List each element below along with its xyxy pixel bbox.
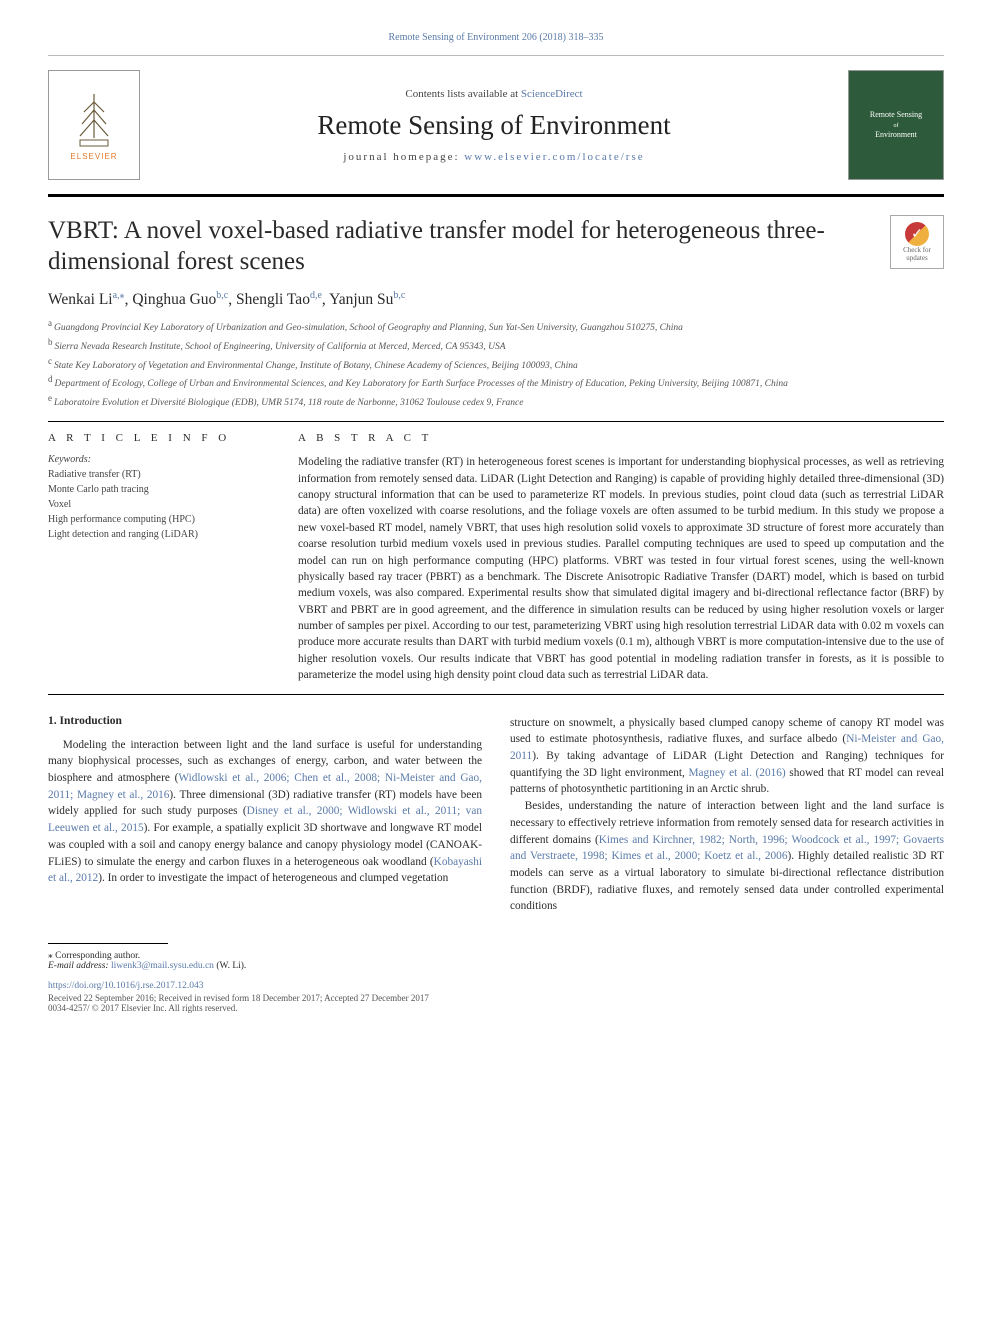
body-columns: 1. Introduction Modeling the interaction… bbox=[48, 715, 944, 916]
received-dates: Received 22 September 2016; Received in … bbox=[48, 993, 944, 1003]
journal-header: ELSEVIER Contents lists available at Sci… bbox=[48, 55, 944, 197]
author: Wenkai Lia,⁎ bbox=[48, 291, 125, 308]
author: Shengli Taod,e bbox=[236, 291, 322, 308]
keyword: Monte Carlo path tracing bbox=[48, 482, 264, 497]
divider bbox=[48, 421, 944, 422]
abstract-text: Modeling the radiative transfer (RT) in … bbox=[298, 454, 944, 683]
author: Qinghua Guob,c bbox=[132, 291, 228, 308]
cover-title-2: Environment bbox=[875, 130, 917, 139]
left-column: 1. Introduction Modeling the interaction… bbox=[48, 715, 482, 916]
author-affiliation-sup[interactable]: b,c bbox=[216, 290, 228, 301]
body-paragraph: structure on snowmelt, a physically base… bbox=[510, 715, 944, 916]
publisher-logo[interactable]: ELSEVIER bbox=[48, 70, 140, 180]
publisher-name: ELSEVIER bbox=[70, 152, 117, 161]
corresponding-author-note: ⁎ Corresponding author. bbox=[48, 950, 944, 961]
citation-link[interactable]: Magney et al. (2016) bbox=[689, 767, 786, 779]
page-range-link[interactable]: Remote Sensing of Environment 206 (2018)… bbox=[389, 32, 604, 43]
article-info-column: A R T I C L E I N F O Keywords: Radiativ… bbox=[48, 432, 264, 683]
check-mark-icon: ✓ bbox=[905, 222, 929, 246]
updates-line2: updates bbox=[906, 254, 927, 262]
elsevier-tree-icon bbox=[70, 90, 118, 150]
updates-line1: Check for bbox=[903, 246, 931, 254]
article-page: Remote Sensing of Environment 206 (2018)… bbox=[0, 0, 992, 1037]
keywords-label: Keywords: bbox=[48, 454, 264, 465]
footnote-rule bbox=[48, 943, 168, 944]
keyword: Radiative transfer (RT) bbox=[48, 467, 264, 482]
author-list: Wenkai Lia,⁎, Qinghua Guob,c, Shengli Ta… bbox=[48, 290, 944, 309]
abstract-heading: A B S T R A C T bbox=[298, 432, 944, 444]
keyword: Voxel bbox=[48, 497, 264, 512]
affiliation: dDepartment of Ecology, College of Urban… bbox=[48, 373, 944, 392]
section-heading-introduction: 1. Introduction bbox=[48, 715, 482, 727]
journal-homepage: journal homepage: www.elsevier.com/locat… bbox=[152, 151, 836, 163]
abstract-column: A B S T R A C T Modeling the radiative t… bbox=[298, 432, 944, 683]
contents-line: Contents lists available at ScienceDirec… bbox=[152, 88, 836, 100]
journal-cover-thumbnail[interactable]: Remote Sensing of Environment bbox=[848, 70, 944, 180]
doi-link[interactable]: https://doi.org/10.1016/j.rse.2017.12.04… bbox=[48, 981, 204, 991]
affiliation-list: aGuangdong Provincial Key Laboratory of … bbox=[48, 317, 944, 412]
cover-title-1: Remote Sensing bbox=[870, 110, 922, 119]
article-title: VBRT: A novel voxel-based radiative tran… bbox=[48, 215, 890, 278]
article-info-heading: A R T I C L E I N F O bbox=[48, 432, 264, 444]
email-line: E-mail address: liwenk3@mail.sysu.edu.cn… bbox=[48, 961, 944, 971]
author-affiliation-sup[interactable]: d,e bbox=[310, 290, 322, 301]
page-footer: ⁎ Corresponding author. E-mail address: … bbox=[48, 943, 944, 1013]
journal-page-range: Remote Sensing of Environment 206 (2018)… bbox=[48, 32, 944, 43]
author: Yanjun Sub,c bbox=[329, 291, 405, 308]
right-column: structure on snowmelt, a physically base… bbox=[510, 715, 944, 916]
affiliation: eLaboratoire Evolution et Diversité Biol… bbox=[48, 392, 944, 411]
check-updates-badge[interactable]: ✓ Check for updates bbox=[890, 215, 944, 269]
email-link[interactable]: liwenk3@mail.sysu.edu.cn bbox=[111, 961, 214, 971]
affiliation: bSierra Nevada Research Institute, Schoo… bbox=[48, 336, 944, 355]
keyword: High performance computing (HPC) bbox=[48, 512, 264, 527]
copyright-line: 0034-4257/ © 2017 Elsevier Inc. All righ… bbox=[48, 1003, 944, 1013]
author-affiliation-sup[interactable]: a,⁎ bbox=[113, 290, 125, 301]
affiliation: cState Key Laboratory of Vegetation and … bbox=[48, 355, 944, 374]
divider bbox=[48, 694, 944, 695]
sciencedirect-link[interactable]: ScienceDirect bbox=[521, 88, 583, 100]
author-affiliation-sup[interactable]: b,c bbox=[393, 290, 405, 301]
journal-homepage-link[interactable]: www.elsevier.com/locate/rse bbox=[464, 151, 644, 163]
body-paragraph: Modeling the interaction between light a… bbox=[48, 737, 482, 887]
affiliation: aGuangdong Provincial Key Laboratory of … bbox=[48, 317, 944, 336]
journal-title: Remote Sensing of Environment bbox=[152, 110, 836, 141]
keyword: Light detection and ranging (LiDAR) bbox=[48, 527, 264, 542]
